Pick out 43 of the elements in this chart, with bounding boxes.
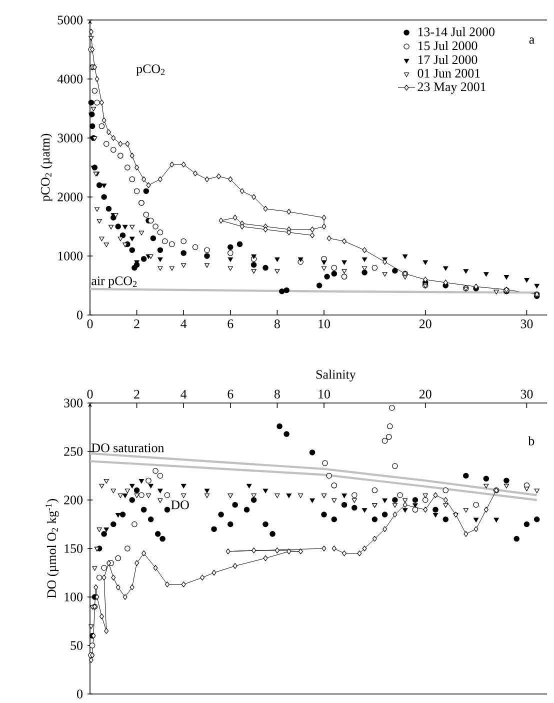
y-tick-label: 300 — [64, 398, 82, 408]
x-tick-label: 30 — [520, 390, 533, 398]
annotation: pCO$_{2}$ — [136, 64, 165, 76]
x-tick-label: 6 — [228, 320, 234, 328]
x-tick-label: 30 — [520, 320, 533, 328]
x-tick-label: 10 — [318, 320, 330, 328]
y-tick-label: 50 — [70, 641, 82, 650]
y-tick-label: 250 — [64, 447, 82, 456]
x-tick-label: 8 — [274, 390, 280, 398]
legend-label: 17 Jul 2000 — [418, 54, 478, 64]
y-tick-label: 5000 — [58, 16, 82, 24]
x-tick-label: 0 — [87, 390, 93, 398]
x-tick-label: 8 — [274, 320, 280, 328]
x-tick-label: 10 — [318, 390, 330, 398]
y-tick-label: 200 — [64, 496, 82, 504]
annotation: a — [529, 38, 534, 44]
y-tick-label: 3000 — [58, 134, 82, 142]
x-tick-label: 20 — [419, 390, 432, 398]
y-axis-title: DO (µmol O$_{2}$ kg$^{-1}$) — [46, 499, 59, 598]
x-tick-label: 20 — [419, 320, 432, 328]
y-tick-label: 0 — [77, 690, 82, 698]
series-label: air pCO$_{2}$ — [92, 276, 137, 288]
x-tick-label: 4 — [180, 320, 187, 328]
x-tick-label: 2 — [134, 320, 140, 328]
y-tick-label: 0 — [77, 310, 82, 320]
legend-label: 01 Jun 2001 — [418, 68, 480, 78]
y-tick-label: 100 — [64, 592, 82, 602]
x-axis-title: Salinity — [316, 370, 356, 382]
legend-label: 15 Jul 2000 — [418, 41, 478, 50]
y-tick-label: 150 — [64, 544, 82, 553]
x-tick-label: 4 — [180, 390, 187, 398]
x-tick-label: 2 — [134, 390, 140, 398]
series-label: DO saturation — [92, 444, 164, 452]
x-tick-label: 6 — [228, 390, 234, 398]
x-tick-label: 0 — [87, 320, 93, 328]
legend-label: 23 May 2001 — [418, 82, 486, 94]
y-tick-label: 4000 — [57, 74, 82, 84]
y-tick-label: 2000 — [58, 192, 82, 202]
y-axis-title: pCO$_{2}$ (µatm) — [40, 134, 52, 202]
annotation: DO — [171, 500, 189, 510]
annotation: b — [528, 436, 534, 446]
legend-label: 13-14 Jul 2000 — [418, 27, 494, 36]
y-tick-label: 1000 — [58, 252, 82, 260]
